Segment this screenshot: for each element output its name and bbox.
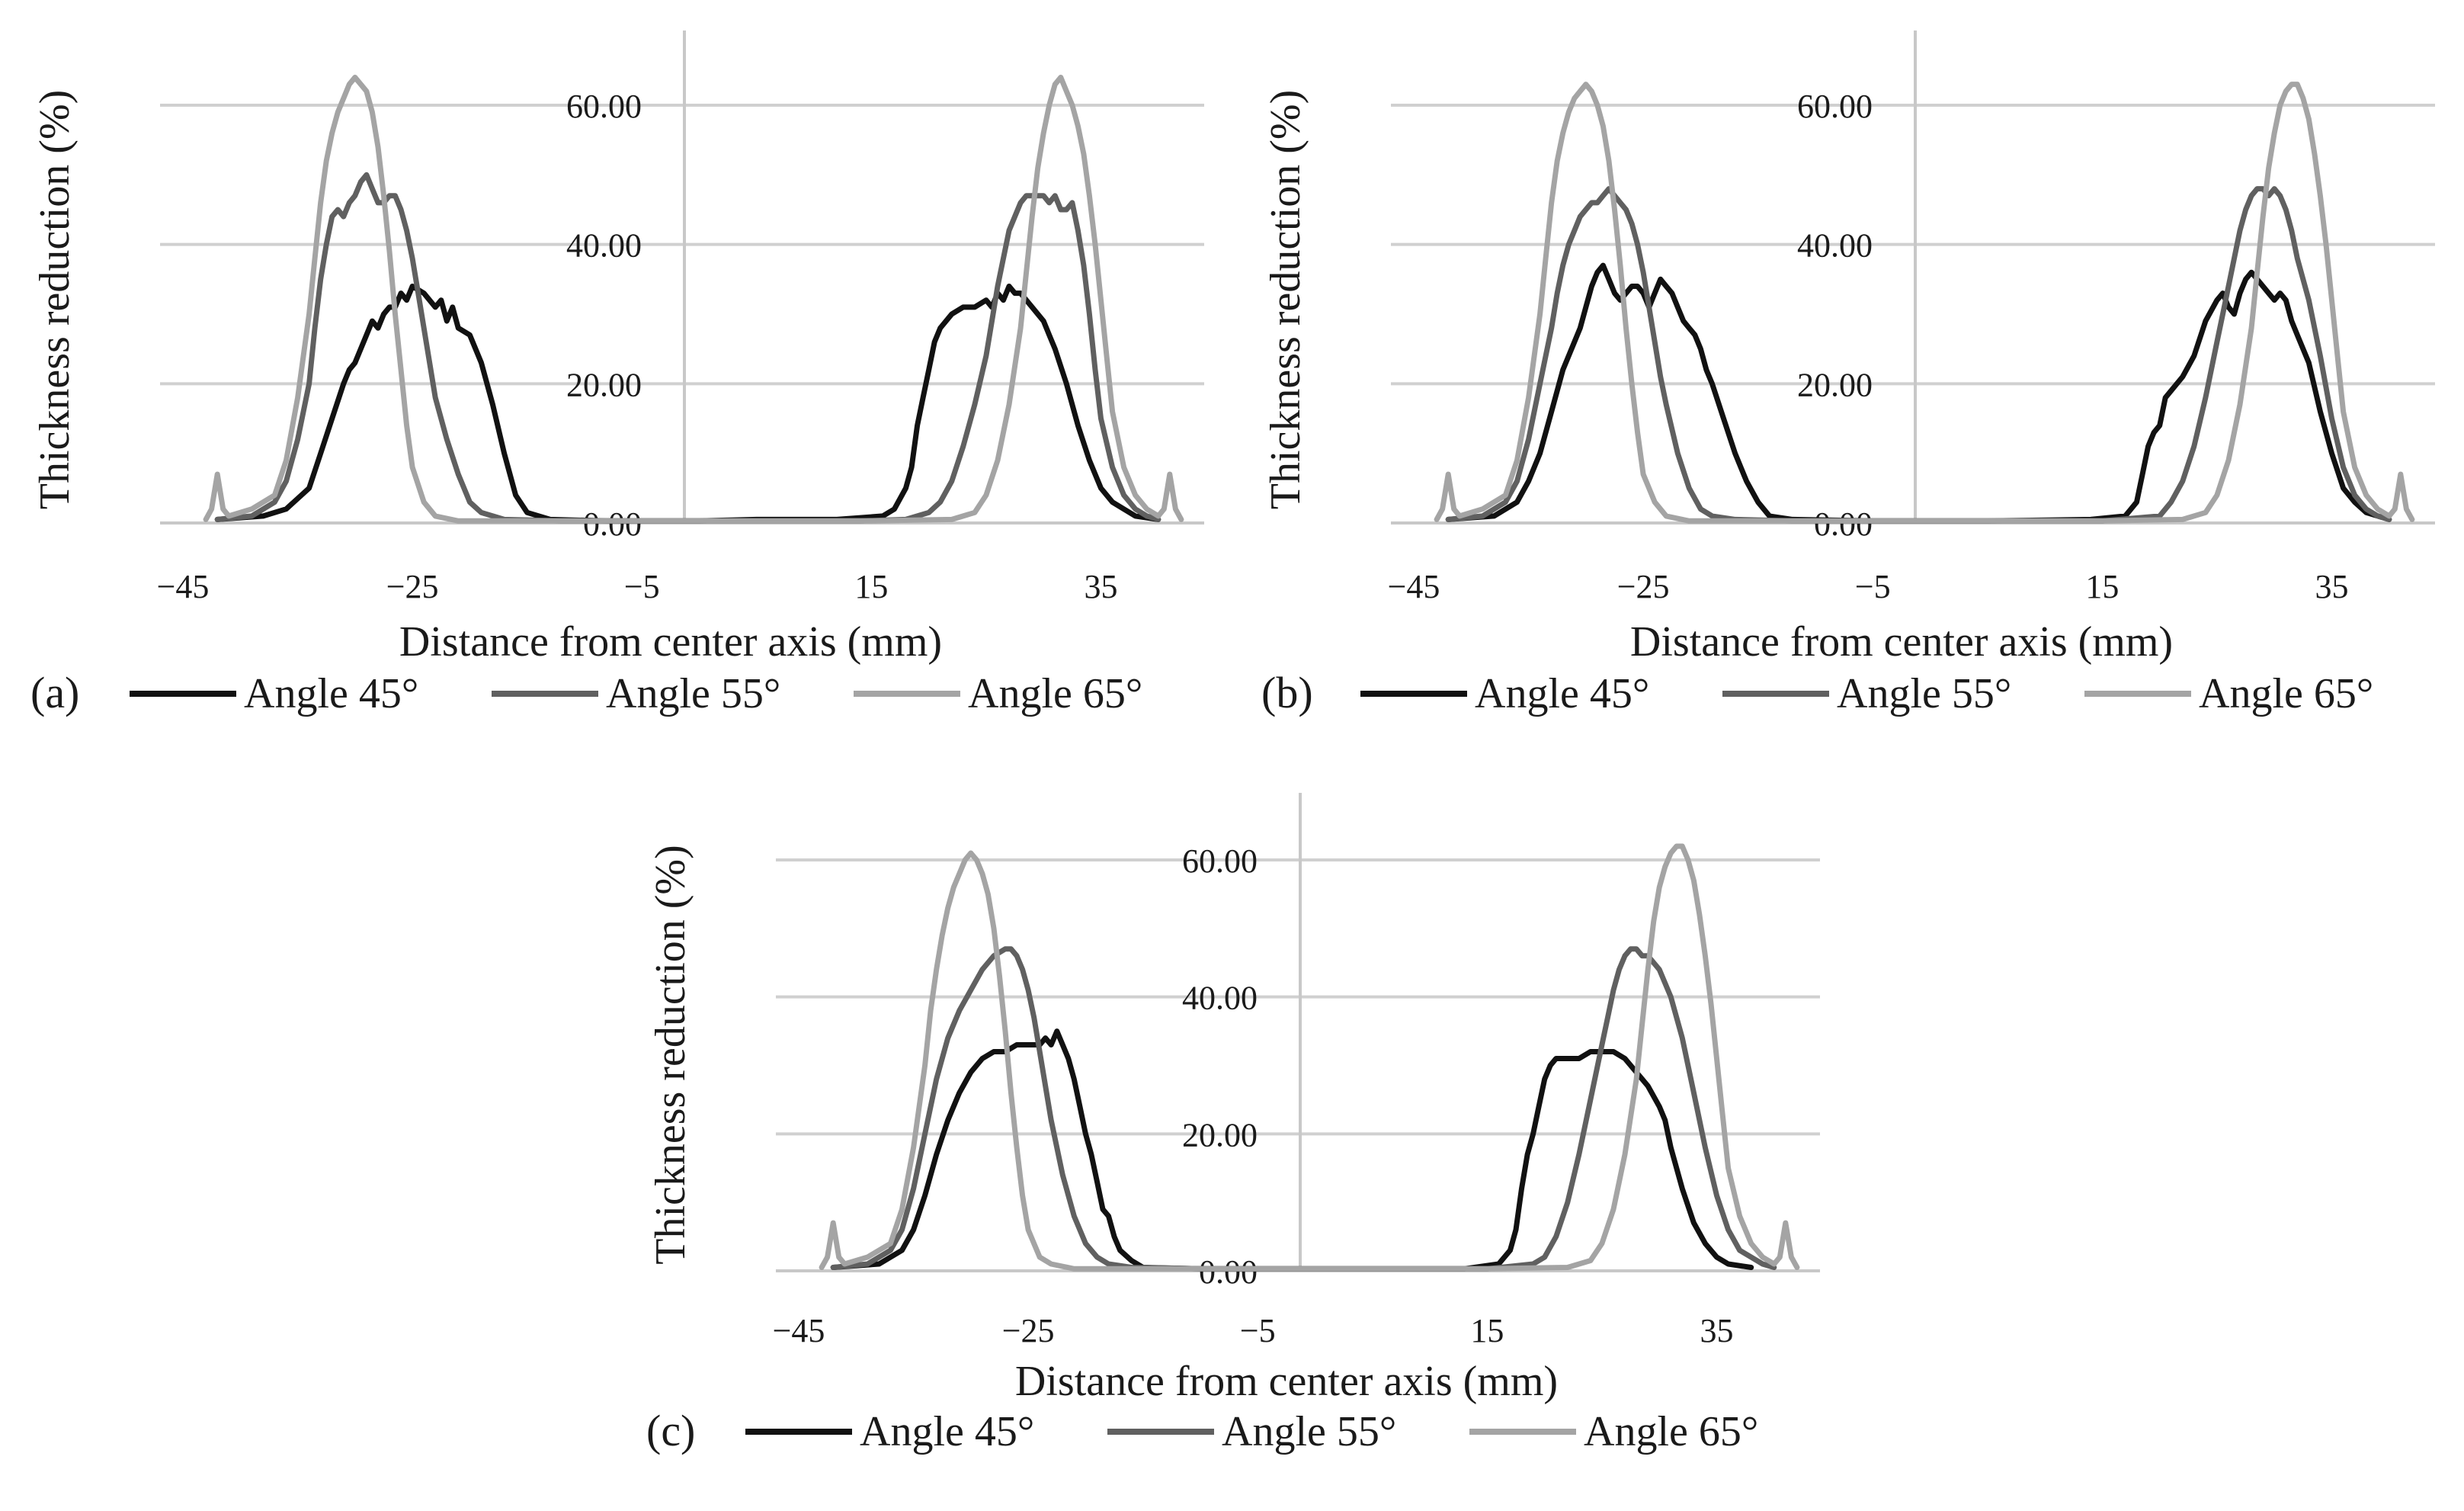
x-tick-label: −5 [624, 568, 660, 605]
y-tick-label: 60.00 [566, 88, 642, 125]
legend-entry: Angle 65° [2199, 670, 2373, 717]
x-tick-label: 35 [1700, 1312, 1733, 1349]
y-tick-label: 20.00 [566, 366, 642, 403]
y-tick-label: 40.00 [566, 227, 642, 265]
y-axis-title: Thickness reduction (%) [31, 90, 79, 509]
x-axis-title: Distance from center axis (mm) [399, 618, 942, 666]
x-tick-label: −45 [773, 1312, 825, 1349]
x-tick-label: −25 [1617, 568, 1670, 605]
series-line-angle-65 [819, 843, 1800, 1272]
legend-entry: Angle 65° [1584, 1408, 1758, 1455]
chart-panel-1: 0.00 20.00 40.00 60.00 −45 −25 −5 15 35 Distance … [30, 30, 1204, 717]
x-tick-label: 35 [1084, 568, 1117, 605]
y-tick-label: 40.00 [1797, 227, 1873, 265]
y-tick-label: 0.00 [1199, 1253, 1258, 1291]
y-tick-label: 0.00 [1814, 505, 1873, 543]
panel-label: (c) [646, 1406, 695, 1455]
panel-label: (b) [1261, 668, 1313, 717]
legend-entry: Angle 65° [968, 670, 1142, 717]
legend-entry: Angle 55° [606, 670, 780, 717]
panel-label: (a) [30, 668, 79, 717]
x-tick-label: −5 [1855, 568, 1891, 605]
legend-entry: Angle 55° [1837, 670, 2011, 717]
series-line-angle-45 [830, 1028, 1754, 1272]
legend-entry: Angle 45° [244, 670, 418, 717]
x-tick-label: 35 [2315, 568, 2348, 605]
x-axis-title: Distance from center axis (mm) [1015, 1358, 1558, 1405]
y-tick-label: 20.00 [1797, 366, 1873, 403]
legend-entry: Angle 55° [1222, 1408, 1396, 1455]
x-axis-title: Distance from center axis (mm) [1630, 618, 2173, 666]
y-axis-title: Thickness reduction (%) [1262, 90, 1309, 509]
y-tick-label: 0.00 [583, 505, 642, 543]
series-line-angle-65 [1434, 82, 2415, 524]
y-tick-label: 40.00 [1182, 980, 1258, 1017]
series-line-angle-65 [203, 75, 1184, 524]
y-tick-label: 60.00 [1182, 842, 1258, 880]
x-tick-label: −5 [1240, 1312, 1276, 1349]
x-tick-label: −45 [157, 568, 210, 605]
legend-entry: Angle 45° [1475, 670, 1649, 717]
y-axis-title: Thickness reduction (%) [647, 845, 694, 1264]
x-tick-label: 15 [1470, 1312, 1504, 1349]
x-tick-label: −45 [1388, 568, 1440, 605]
series-line-angle-45 [214, 284, 1162, 524]
x-tick-label: 15 [2085, 568, 2119, 605]
chart-panel-3: 0.00 20.00 40.00 60.00 −45 −25 −5 15 35 Distance … [646, 793, 1820, 1455]
series-line-angle-45 [1445, 262, 2392, 524]
y-tick-label: 60.00 [1797, 88, 1873, 125]
x-tick-label: −25 [386, 568, 439, 605]
y-tick-label: 20.00 [1182, 1116, 1258, 1153]
x-tick-label: −25 [1002, 1312, 1055, 1349]
chart-panel-2: 0.00 20.00 40.00 60.00 −45 −25 −5 15 35 Distance … [1261, 30, 2435, 717]
x-tick-label: 15 [854, 568, 888, 605]
legend-entry: Angle 45° [860, 1408, 1034, 1455]
